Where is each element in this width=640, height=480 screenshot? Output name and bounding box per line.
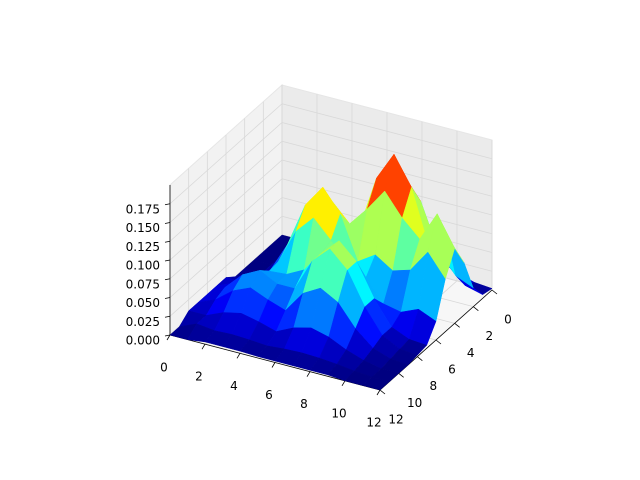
x-tick <box>341 380 346 387</box>
y-tick-label: 12 <box>388 413 403 427</box>
z-tick-label: 0.100 <box>126 259 160 273</box>
z-tick <box>164 259 171 262</box>
x-tick <box>201 343 206 350</box>
x-tick <box>306 371 311 377</box>
x-tick <box>271 362 276 368</box>
y-tick <box>454 323 460 328</box>
x-tick-label: 8 <box>300 397 308 411</box>
z-tick <box>164 334 171 337</box>
grid-line <box>169 178 283 280</box>
y-tick <box>417 356 423 361</box>
z-tick-label: 0.150 <box>126 221 160 235</box>
z-tick-label: 0.050 <box>126 296 160 310</box>
y-tick-label: 10 <box>407 396 422 410</box>
z-tick <box>164 278 171 281</box>
x-tick-label: 2 <box>195 370 203 384</box>
z-tick-label: 0.025 <box>126 315 160 329</box>
z-tick <box>164 297 171 299</box>
y-tick-label: 6 <box>448 363 456 377</box>
y-tick <box>398 373 404 378</box>
y-tick <box>435 339 442 345</box>
y-tick <box>473 306 479 311</box>
grid-line <box>169 122 283 223</box>
grid-line <box>281 103 493 160</box>
grid-line <box>169 140 283 242</box>
y-tick <box>379 389 386 395</box>
x-tick <box>376 389 381 396</box>
y-tick-label: 0 <box>504 313 512 327</box>
x-tick-label: 4 <box>230 379 238 393</box>
x-tick-label: 10 <box>331 406 346 420</box>
y-tick-label: 4 <box>467 346 475 360</box>
x-tick <box>166 334 171 341</box>
y-tick-label: 8 <box>430 379 438 393</box>
z-tick-label: 0.000 <box>126 334 160 348</box>
x-tick <box>236 353 241 359</box>
x-tick-label: 6 <box>265 388 273 402</box>
surface-face <box>362 376 390 391</box>
z-tick-label: 0.075 <box>126 277 160 291</box>
grid-line <box>169 159 283 261</box>
z-tick-label: 0.175 <box>126 202 160 216</box>
z-tick <box>164 315 171 318</box>
grid-line <box>169 215 283 317</box>
grid-line <box>281 122 493 178</box>
z-tick <box>164 222 171 224</box>
x-tick-label: 12 <box>366 416 381 430</box>
grid-line <box>169 197 283 298</box>
y-tick <box>491 289 498 295</box>
x-tick-label: 0 <box>160 361 168 375</box>
grid-line <box>169 103 283 205</box>
z-tick-label: 0.125 <box>126 240 160 254</box>
y-tick-label: 2 <box>486 329 494 343</box>
z-tick <box>164 203 171 206</box>
z-tick <box>164 240 171 243</box>
